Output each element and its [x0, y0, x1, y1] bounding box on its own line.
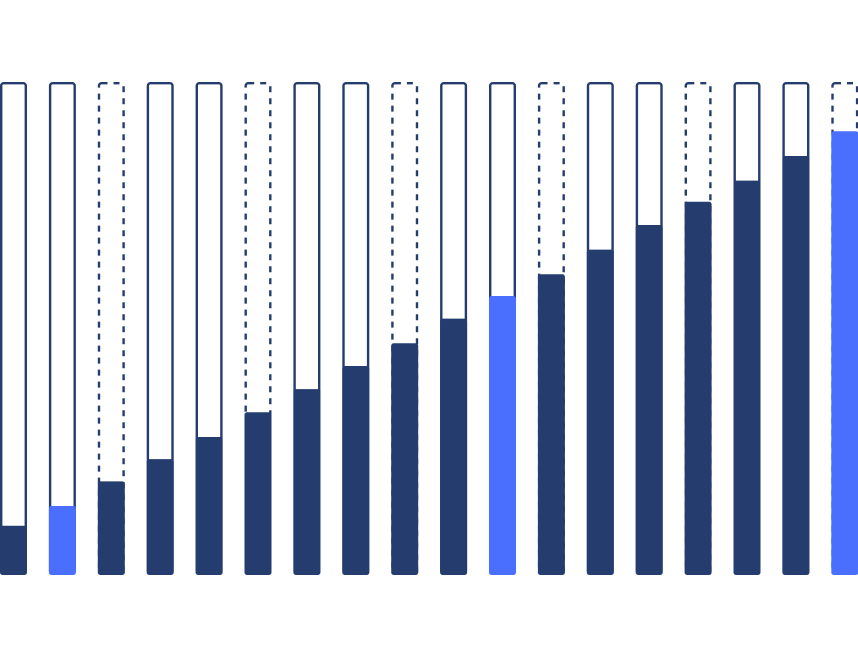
bar-1	[0, 81, 28, 576]
bar-fill	[782, 155, 810, 575]
bar-fill	[48, 505, 76, 575]
bar-11	[489, 81, 517, 576]
bar-outline	[244, 81, 272, 576]
bar-fill	[440, 318, 468, 575]
bar-outline	[48, 81, 76, 576]
bar-fill	[489, 295, 516, 575]
bar-17	[782, 81, 810, 576]
bar-outline	[0, 81, 28, 576]
bar-fill	[146, 459, 174, 575]
bar-fill	[195, 436, 223, 575]
bar-9	[391, 81, 419, 576]
bar-fill	[684, 201, 712, 575]
bar-4	[146, 81, 174, 576]
bar-outline	[391, 81, 419, 576]
bar-6	[244, 81, 272, 576]
bar-5	[195, 81, 223, 576]
bar-15	[684, 81, 712, 576]
bar-fill	[831, 131, 858, 575]
bar-14	[635, 81, 663, 576]
bar-16	[733, 81, 761, 576]
bar-fill	[244, 412, 272, 575]
bar-fill	[97, 481, 125, 575]
bar-fill	[0, 525, 27, 575]
bar-13	[586, 81, 614, 576]
bar-3	[97, 81, 125, 576]
bar-7	[293, 81, 321, 576]
bar-2	[48, 81, 76, 576]
bar-fill	[733, 180, 761, 575]
bar-fill	[635, 224, 663, 575]
bar-8	[342, 81, 370, 576]
bar-fill	[586, 249, 614, 575]
bar-outline	[97, 81, 125, 576]
bar-18	[831, 82, 858, 575]
bar-10	[440, 81, 468, 576]
bar-fill	[293, 389, 321, 575]
bar-fill	[391, 343, 419, 575]
bar-12	[537, 81, 565, 576]
bar-fill	[537, 274, 565, 575]
bar-fill	[342, 365, 370, 575]
